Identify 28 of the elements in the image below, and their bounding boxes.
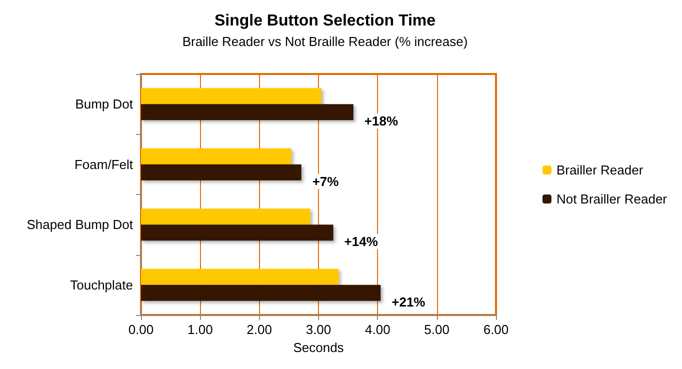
x-tick-label: 2.00 [246, 322, 272, 337]
chart-title: Single Button Selection Time [214, 12, 436, 30]
x-tick-label: 6.00 [483, 322, 509, 337]
annotation: +7% [312, 174, 340, 189]
y-tick-label: Touchplate [70, 277, 133, 292]
x-tick-label: 1.00 [188, 322, 213, 337]
bar [141, 164, 302, 180]
y-tick-label: Shaped Bump Dot [26, 217, 134, 232]
x-tick-label: 3.00 [306, 322, 332, 337]
chart-subtitle: Braille Reader vs Not Braille Reader (% increase) [182, 34, 468, 49]
bar [141, 104, 354, 120]
annotation: +14% [344, 234, 378, 250]
bar [141, 284, 381, 301]
bar [141, 224, 334, 241]
x-tick-label: 4.00 [365, 322, 390, 337]
annotation: +21% [392, 294, 426, 310]
x-axis-title: Seconds [293, 340, 344, 355]
bar [141, 88, 322, 104]
bar [141, 148, 292, 164]
legend-label: Not Brailler Reader [556, 192, 668, 206]
bar [141, 268, 339, 285]
y-tick-label: Foam/Felt [74, 156, 134, 172]
x-tick-label: 0.00 [128, 322, 154, 337]
x-tick-label: 5.00 [424, 322, 450, 337]
legend-label: Brailler Reader [556, 162, 644, 178]
annotation: +18% [364, 114, 398, 129]
bar [141, 208, 310, 225]
y-tick-label: Bump Dot [75, 96, 134, 112]
